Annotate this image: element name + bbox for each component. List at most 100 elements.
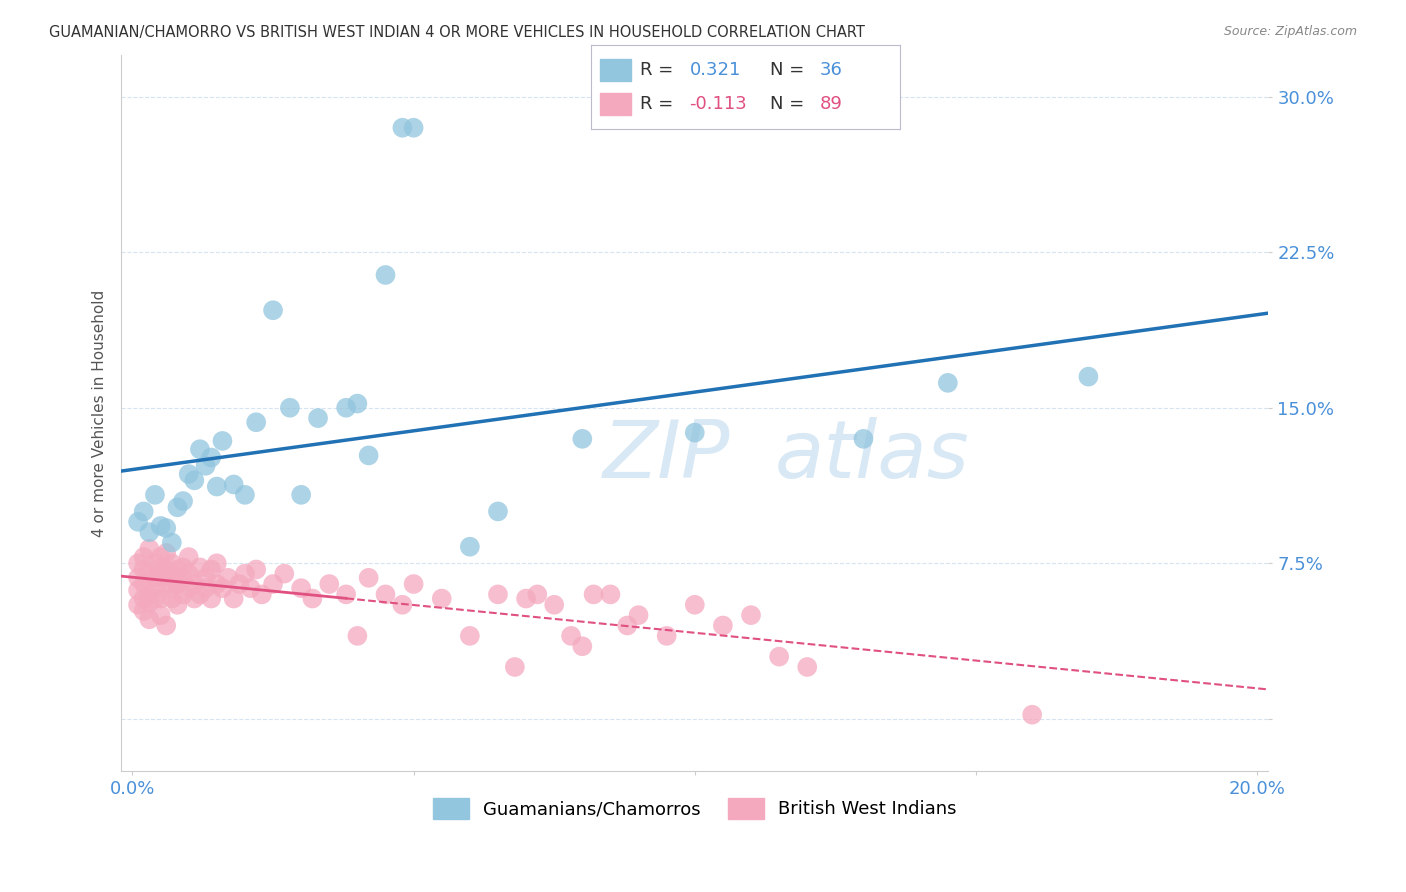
Point (571, 432, 593, 446)
Text: -0.113: -0.113 (689, 95, 747, 113)
Point (357, 449, 380, 463)
Point (155, 618, 177, 632)
Text: R =: R = (640, 95, 673, 113)
Point (205, 556, 228, 570)
Point (172, 494, 194, 508)
Point (143, 571, 166, 585)
Point (166, 598, 188, 612)
Point (374, 587, 396, 601)
Point (211, 434, 233, 448)
Point (357, 571, 380, 585)
Point (155, 546, 177, 560)
Text: 36: 36 (820, 61, 842, 79)
Point (127, 515, 149, 529)
Point (160, 535, 183, 549)
Point (1077, 369, 1099, 384)
Text: atlas: atlas (775, 417, 970, 495)
Point (526, 587, 548, 601)
Point (543, 598, 565, 612)
Text: GUAMANIAN/CHAMORRO VS BRITISH WEST INDIAN 4 OR MORE VEHICLES IN HOUSEHOLD CORREL: GUAMANIAN/CHAMORRO VS BRITISH WEST INDIA… (49, 25, 865, 40)
Point (262, 303, 284, 318)
Point (149, 608, 172, 623)
Point (200, 450, 222, 465)
Point (599, 587, 621, 601)
Point (560, 629, 582, 643)
Point (374, 268, 396, 282)
Point (402, 577, 425, 591)
Point (402, 120, 425, 135)
Point (138, 541, 160, 556)
Text: R =: R = (640, 61, 673, 79)
Point (233, 488, 256, 502)
Point (307, 411, 329, 425)
Point (200, 591, 222, 606)
Point (177, 467, 200, 482)
Point (155, 577, 177, 591)
Point (160, 591, 183, 606)
Point (143, 488, 166, 502)
Point (515, 591, 537, 606)
Point (172, 587, 194, 601)
Point (160, 556, 183, 570)
Point (346, 396, 368, 410)
Point (335, 587, 357, 601)
Point (172, 560, 194, 574)
Point (177, 550, 200, 565)
Point (155, 562, 177, 576)
Point (127, 598, 149, 612)
Point (458, 540, 481, 554)
Point (132, 604, 155, 618)
Point (149, 571, 172, 585)
Point (166, 562, 188, 576)
Bar (600, 60, 631, 80)
Point (391, 598, 413, 612)
Text: N =: N = (770, 61, 804, 79)
Point (138, 566, 160, 581)
Bar (600, 94, 631, 114)
Point (177, 566, 200, 581)
Point (430, 591, 453, 606)
Point (160, 571, 183, 585)
Point (132, 591, 155, 606)
Point (143, 581, 166, 595)
Point (205, 479, 228, 493)
Point (318, 577, 340, 591)
Point (149, 560, 172, 574)
Point (233, 566, 256, 581)
Point (217, 571, 239, 585)
Point (132, 577, 155, 591)
Point (335, 401, 357, 415)
Point (138, 525, 160, 540)
Point (138, 587, 160, 601)
Legend: Guamanians/Chamorros, British West Indians: Guamanians/Chamorros, British West India… (426, 791, 965, 826)
Point (132, 504, 155, 518)
Point (245, 562, 267, 576)
Point (188, 442, 211, 457)
Point (239, 581, 262, 595)
Point (138, 612, 160, 626)
Point (711, 618, 734, 632)
Point (149, 519, 172, 533)
Point (183, 473, 205, 487)
Point (200, 562, 222, 576)
Point (290, 581, 312, 595)
Point (228, 577, 250, 591)
Point (132, 550, 155, 565)
Point (346, 629, 368, 643)
Point (138, 596, 160, 610)
Point (188, 560, 211, 574)
Point (194, 581, 217, 595)
Point (852, 432, 875, 446)
Text: Source: ZipAtlas.com: Source: ZipAtlas.com (1223, 25, 1357, 38)
Point (143, 556, 166, 570)
Point (627, 608, 650, 623)
Point (301, 591, 323, 606)
Text: 89: 89 (820, 95, 842, 113)
Point (183, 591, 205, 606)
Point (205, 577, 228, 591)
Point (166, 500, 188, 515)
Point (132, 562, 155, 576)
Point (127, 583, 149, 598)
Point (273, 566, 295, 581)
Y-axis label: 4 or more Vehicles in Household: 4 or more Vehicles in Household (93, 289, 107, 537)
